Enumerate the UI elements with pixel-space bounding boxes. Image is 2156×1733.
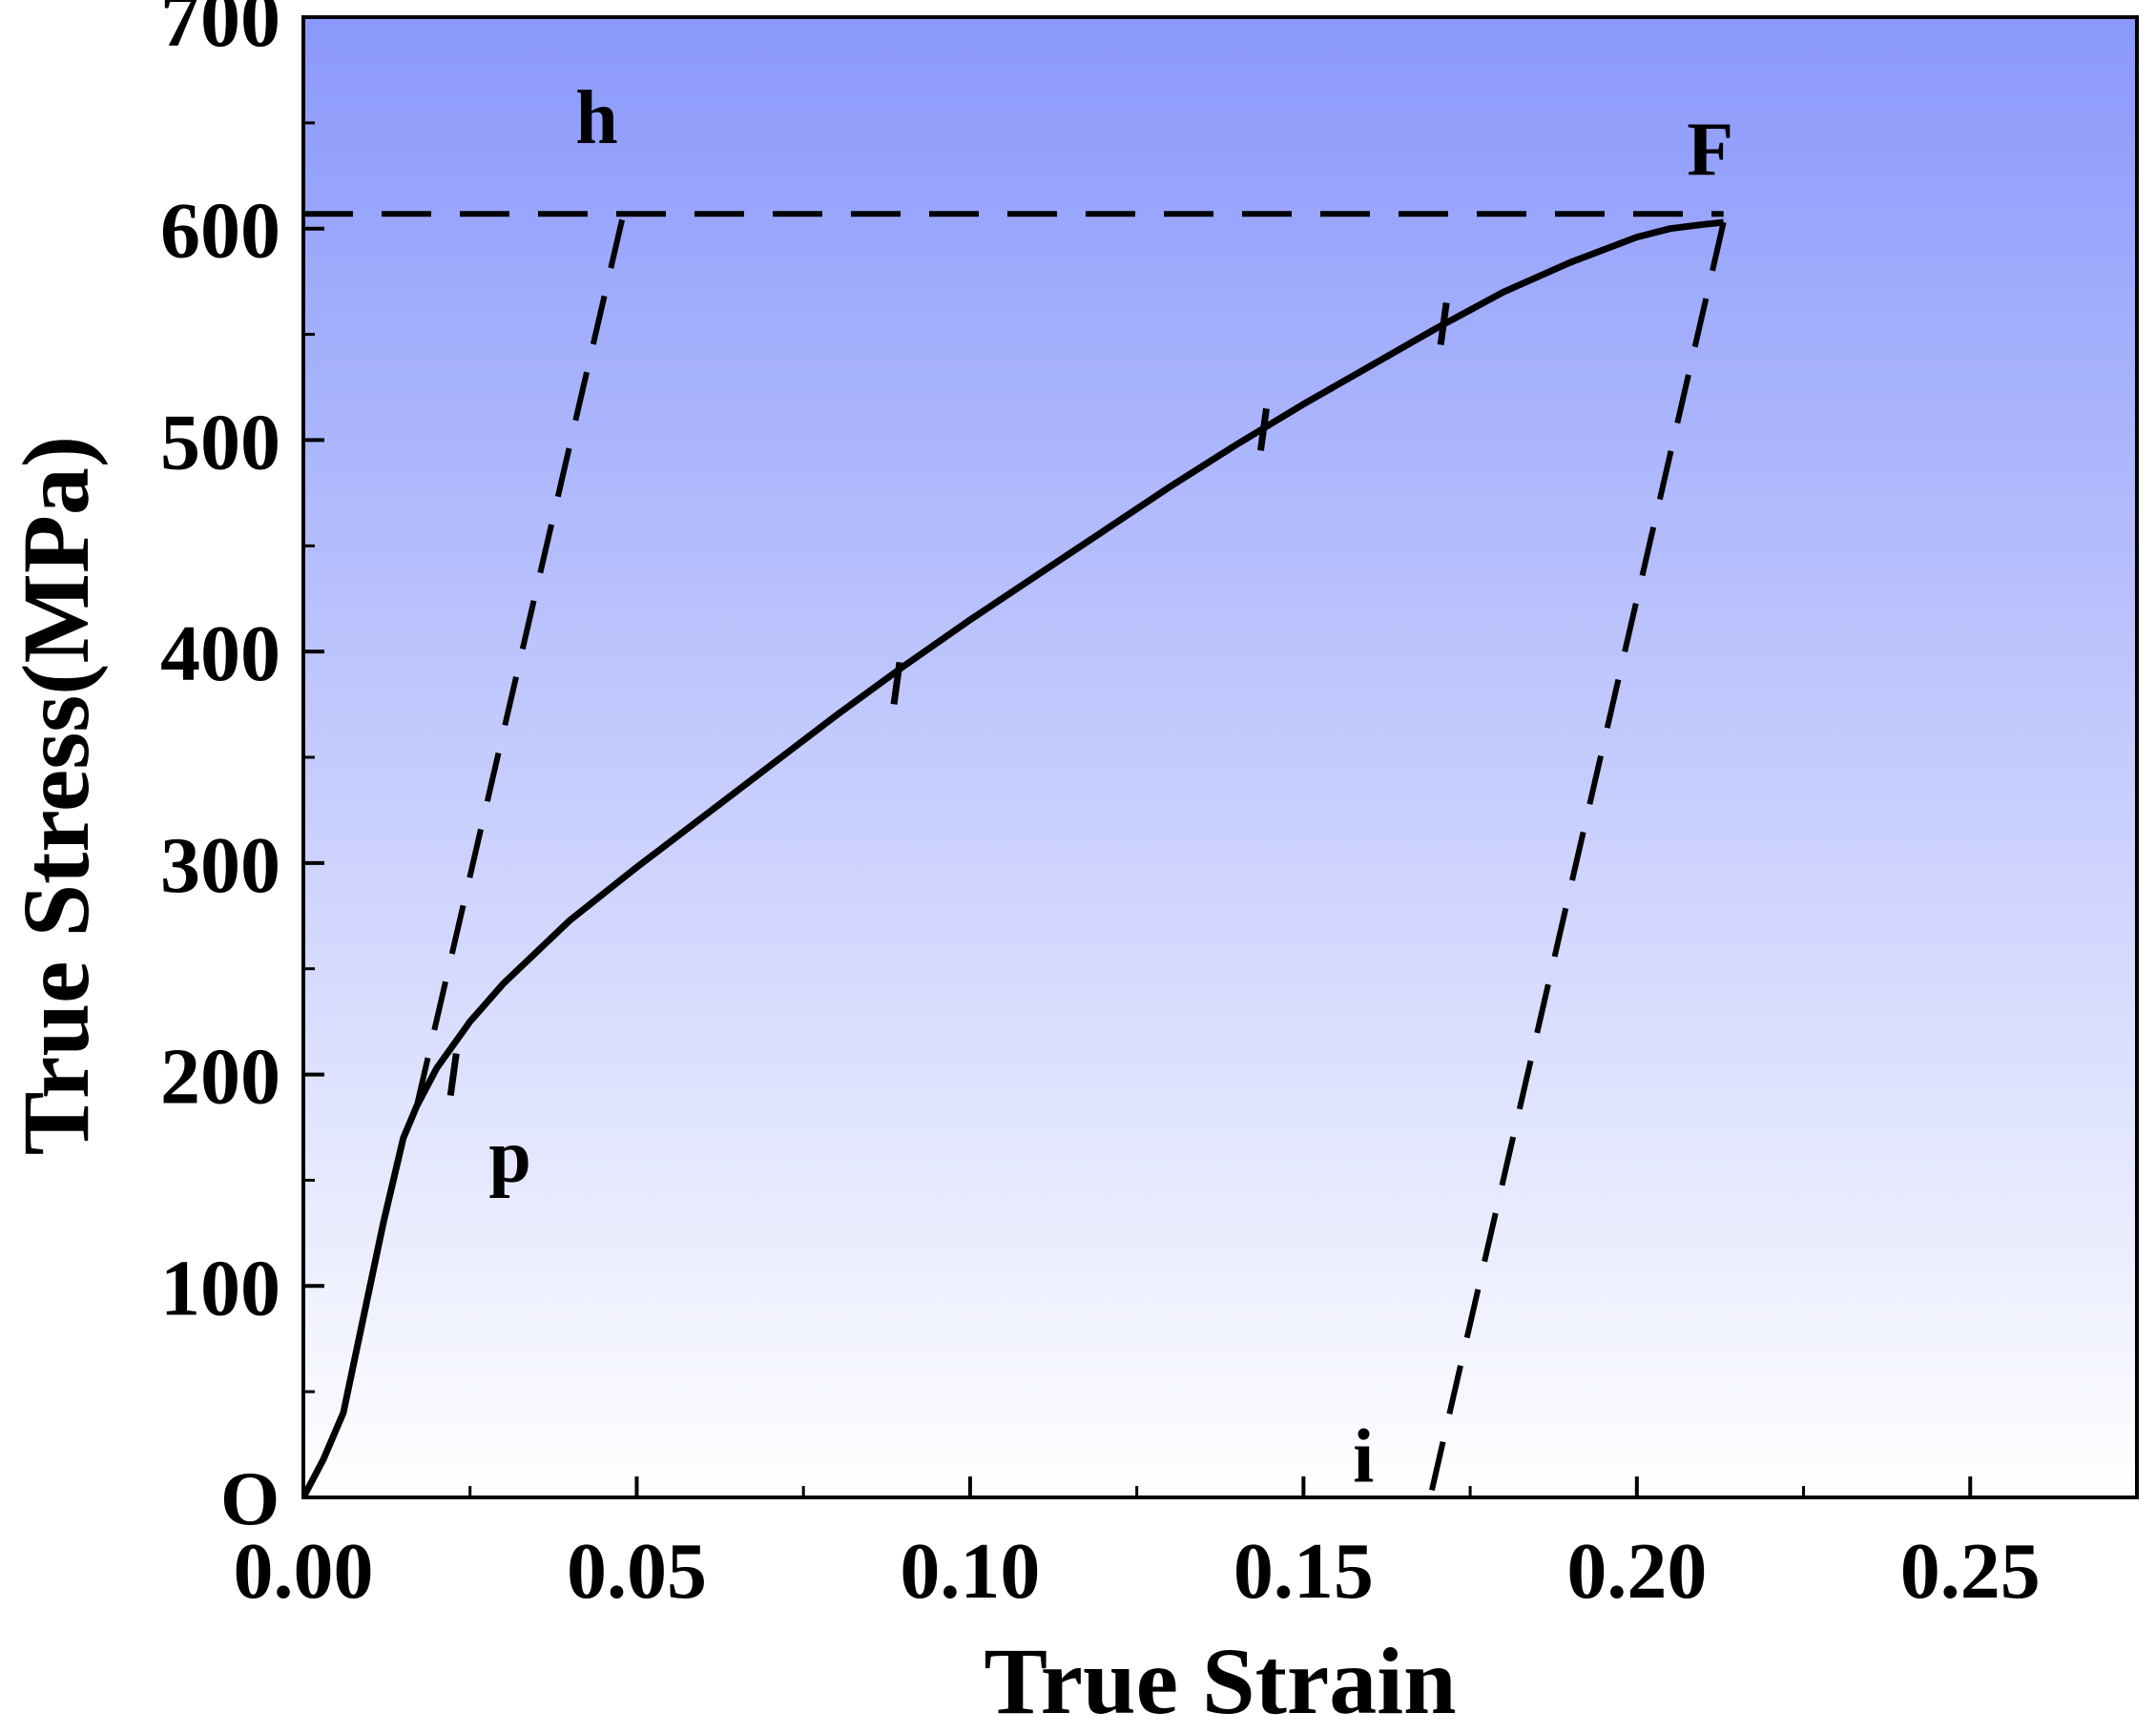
x-axis-title: True Strain	[984, 1628, 1456, 1728]
y-tick-label: 500	[160, 398, 280, 486]
y-tick-label: 200	[160, 1033, 280, 1122]
unloading-mark	[890, 661, 903, 705]
x-tick-label: 0.05	[567, 1527, 707, 1616]
y-tick-label: 300	[160, 821, 280, 910]
x-tick-label: 0.00	[234, 1527, 374, 1616]
point-label-h: h	[575, 76, 618, 160]
point-label-o: O	[220, 1457, 280, 1541]
point-label-i: i	[1353, 1415, 1374, 1499]
stress-strain-curve	[303, 218, 1725, 1497]
point-annotations: Op h Fi	[220, 76, 1733, 1541]
dashed-reference-line-2	[1427, 221, 1727, 1497]
plot-background	[303, 17, 2137, 1497]
tick-labels: 0.00 0.05 0.10 0.15 0.20 0.25 700 600 500 400 300 2…	[160, 0, 2041, 1616]
y-tick-label: 100	[160, 1244, 280, 1332]
x-tick-label: 0.10	[900, 1527, 1040, 1616]
y-axis-title: True Stress(MPa)	[3, 436, 109, 1155]
plot-frame	[301, 15, 2139, 1499]
x-tick-label: 0.15	[1233, 1527, 1374, 1616]
x-tick-label: 0.20	[1566, 1527, 1707, 1616]
data-series	[303, 211, 1727, 1497]
unloading-mark	[1256, 407, 1270, 451]
y-tick-label: 400	[160, 609, 280, 698]
x-tick-label: 0.25	[1900, 1527, 2041, 1616]
point-label-f: F	[1687, 108, 1733, 192]
unloading-mark	[1437, 302, 1450, 345]
y-tick-label: 600	[160, 187, 280, 276]
y-tick-label: 700	[160, 0, 280, 64]
unloading-mark	[446, 1053, 460, 1097]
point-label-p: p	[488, 1115, 531, 1199]
unloading-marks	[446, 302, 1450, 1097]
